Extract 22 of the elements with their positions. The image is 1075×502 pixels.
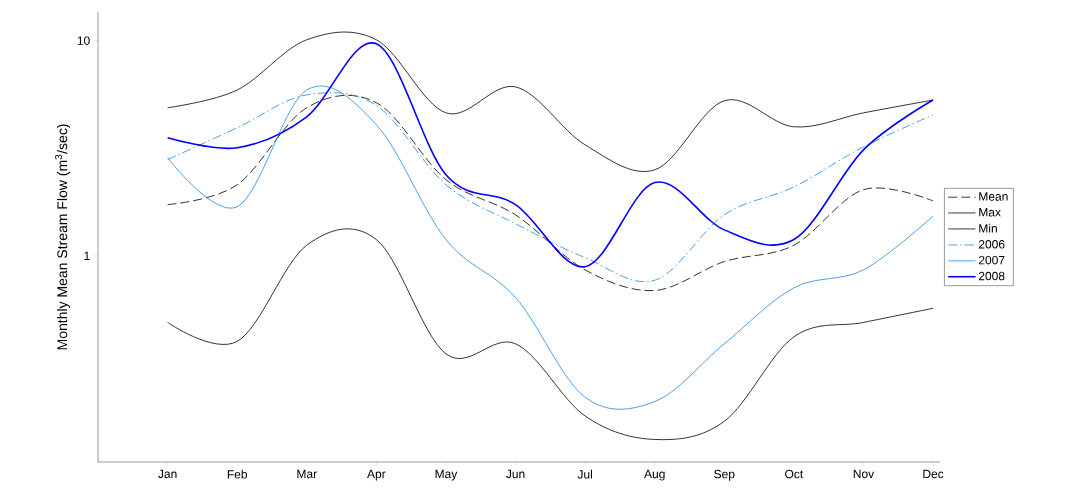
x-tick-label: Jan [158, 469, 177, 479]
line-series [166, 43, 934, 268]
x-tick-label: Apr [367, 469, 386, 481]
y-tick-label: 10 [77, 36, 90, 45]
x-tick-label: Aug [644, 469, 665, 481]
x-tick-label: May [435, 469, 458, 481]
legend-label: 2007 [978, 255, 1005, 265]
legend-label: Max [979, 208, 1001, 217]
x-tick-label: Nov [853, 469, 875, 479]
x-tick-label: Oct [785, 469, 804, 479]
x-tick-label: Sep [714, 469, 735, 481]
y-tick-label: 1 [84, 251, 90, 260]
x-tick-label: Dec [923, 469, 944, 479]
x-tick-label: Feb [227, 469, 248, 479]
x-tick-label: Jun [506, 469, 525, 479]
legend-label: 2006 [978, 240, 1005, 249]
y-axis-title: Monthly Mean Stream Flow (m$^{3}$/sec) [55, 124, 70, 350]
legend-label: Mean [979, 192, 1008, 201]
legend-label: 2008 [978, 271, 1005, 281]
x-tick-label: Jul [577, 469, 592, 479]
x-tick-label: Mar [297, 469, 317, 479]
legend-label: Min [979, 223, 997, 233]
